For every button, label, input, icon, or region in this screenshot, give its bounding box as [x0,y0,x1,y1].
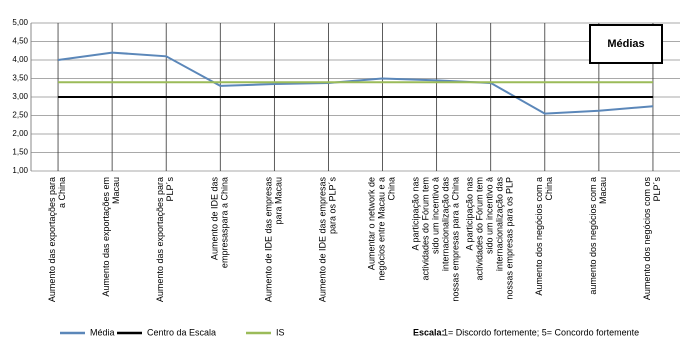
legend-label: IS [276,327,285,337]
x-tick-label: Aumento de IDE das empresaspara os PLP´s [318,177,338,303]
x-tick-label: aumento dos negócios com aMacau [588,177,608,295]
y-tick-label: 2,00 [12,129,28,138]
y-tick-label: 1,00 [12,166,28,175]
x-tick-label: Aumento das exportações paraPLP´s [156,177,176,303]
x-tick-label: Aumento de IDE dasempresaspara a China [210,177,230,269]
scale-text: 1= Discordo fortemente; 5= Concordo fort… [443,327,639,337]
x-tick-label: Aumento de IDE das empresaspara Macau [264,177,284,303]
x-tick-label: A participação nasactividades do Fórum t… [411,177,461,302]
y-tick-label: 3,50 [12,74,28,83]
annotation: Médias [607,38,644,50]
y-tick-label: 3,00 [12,92,28,101]
x-tick-label: Aumento das exportações paraa China [47,177,67,302]
y-tick-label: 4,00 [12,55,28,64]
y-tick-label: 1,50 [12,148,28,157]
annotation-box [589,24,663,64]
y-tick-label: 2,50 [12,111,28,120]
series-line [57,51,654,115]
x-tick-label: A participação nasactividades do Fórum t… [465,177,515,300]
legend-label: Centro da Escala [147,327,216,337]
y-tick-label: 5,00 [12,18,28,27]
y-tick-label: 4,50 [12,37,28,46]
plot: 1,00 1,50 2,00 2,50 3,00 3,50 4,00 4,50 5,00 Aume… [12,18,680,337]
x-tick-label: Aumento das exportações emMacau [102,177,122,297]
legend-label: Média [90,327,115,337]
scale-label: Escala: [413,327,445,337]
x-tick-label: Aumento dos negócios com osPLP´s [642,177,662,301]
x-tick-label: Aumentar o network denegócios entre Maca… [367,177,397,281]
x-tick-label: Aumento dos negócios com aChina [534,177,554,296]
